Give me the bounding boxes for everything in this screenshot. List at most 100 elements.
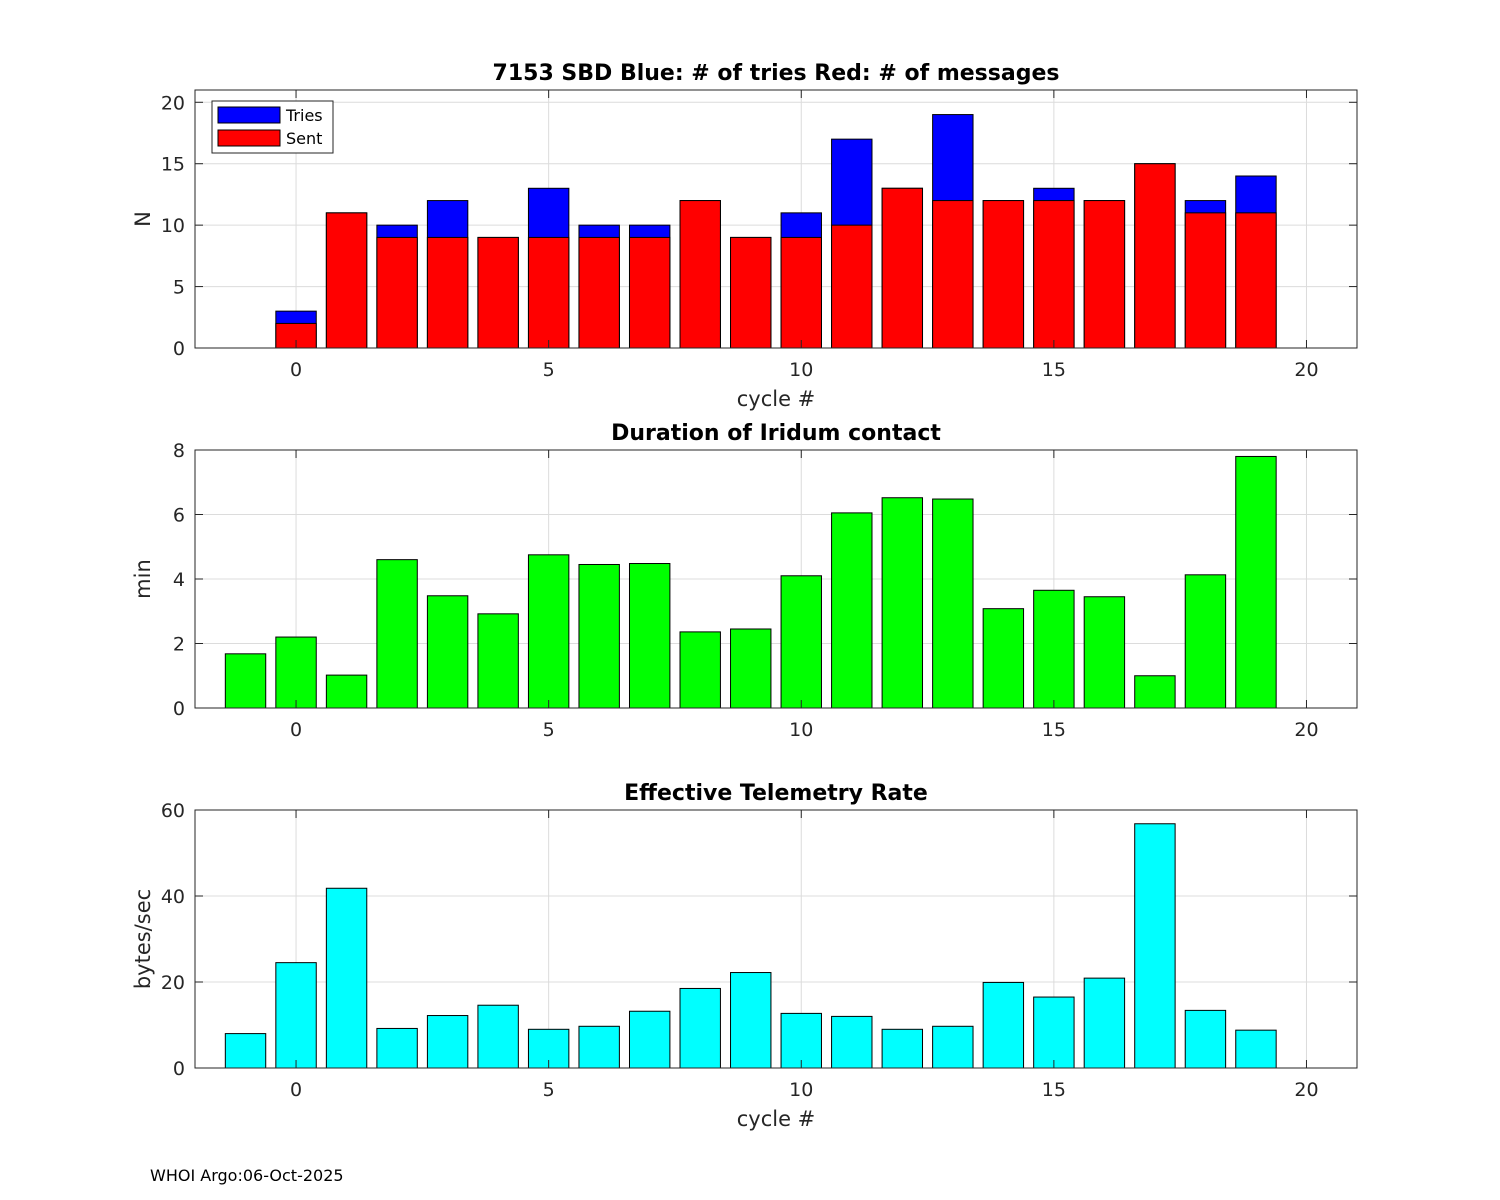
x-tick-label: 15: [1042, 1079, 1066, 1101]
bar-duration-cycle-4: [477, 613, 519, 709]
bar-duration-cycle-8: [679, 631, 721, 709]
bar-duration-cycle-19: [1235, 455, 1277, 709]
bar-duration-cycle-0: [275, 636, 317, 709]
bar-rate-cycle-11: [831, 1015, 873, 1069]
x-tick-label: 0: [290, 719, 302, 741]
bar-rate-cycle-6: [578, 1025, 620, 1069]
bar-rate-cycle-18: [1184, 1009, 1227, 1069]
bar-sent-cycle-18: [1184, 212, 1227, 349]
y-tick-label: 15: [161, 154, 185, 176]
bar-sent-cycle-15: [1033, 200, 1075, 349]
legend-label-sent: Sent: [286, 129, 322, 148]
y-tick-label: 10: [161, 215, 185, 237]
chart-title: Effective Telemetry Rate: [624, 781, 928, 806]
y-tick-label: 2: [173, 634, 185, 656]
x-tick-label: 15: [1042, 719, 1066, 741]
bar-duration-cycle-2: [376, 559, 418, 709]
iridium-duration-panel: 0 5 10 15 20 0 2 4 6 8 Duration of Iridum contact m…: [131, 421, 1358, 741]
axes-frame: [194, 809, 1358, 1069]
bar-sent-cycle-14: [982, 200, 1025, 349]
x-tick-label: 5: [543, 359, 555, 381]
bar-rate-cycle-15: [1033, 996, 1075, 1069]
x-tick-label: 10: [789, 719, 813, 741]
bar-rate-cycle-9: [730, 972, 772, 1069]
bar-sent-cycle-11: [831, 224, 873, 349]
bar-duration-cycle-15: [1033, 589, 1075, 709]
bar-sent-cycle-19: [1235, 212, 1277, 349]
y-tick-label: 20: [161, 972, 185, 994]
x-tick-label: 10: [789, 359, 813, 381]
x-axis-label: cycle #: [737, 387, 816, 411]
y-tick-label: 6: [173, 505, 185, 527]
y-tick-label: 40: [161, 886, 185, 908]
bar-rate-cycle-8: [679, 987, 721, 1069]
y-axis-label: N: [131, 211, 155, 227]
y-tick-label: 4: [173, 569, 185, 591]
bar-rate-cycle-13: [932, 1025, 974, 1069]
y-tick-label: 0: [173, 698, 185, 720]
y-tick-label: 0: [173, 338, 185, 360]
bar-sent-cycle-1: [325, 212, 368, 349]
bar-sent-cycle-10: [780, 236, 822, 349]
bar-rate-cycle-3: [426, 1015, 469, 1069]
bar-duration-cycle-12: [881, 497, 924, 709]
legend-label-tries: Tries: [285, 106, 323, 125]
bar-sent-cycle-9: [730, 236, 772, 349]
y-tick-label: 0: [173, 1058, 185, 1080]
plot-area: [195, 90, 1357, 348]
bar-duration-cycle-6: [578, 563, 620, 709]
legend-swatch-tries: [217, 106, 281, 124]
bar-sent-cycle-16: [1083, 200, 1126, 349]
y-tick-label: 60: [161, 800, 185, 822]
footer-stamp: WHOI Argo:06-Oct-2025: [150, 1166, 344, 1185]
x-tick-label: 15: [1042, 359, 1066, 381]
x-tick-label: 20: [1294, 1079, 1318, 1101]
bar-rate-cycle-16: [1083, 977, 1126, 1069]
bar-rate-cycle-2: [376, 1027, 418, 1069]
y-tick-label: 20: [161, 92, 185, 114]
bar-sent-cycle-13: [932, 200, 974, 349]
bar-sent-cycle-3: [426, 236, 469, 349]
y-axis-label: bytes/sec: [131, 889, 155, 989]
bar-duration-cycle-5: [527, 554, 570, 709]
bar-sent-cycle-2: [376, 236, 418, 349]
x-tick-label: 10: [789, 1079, 813, 1101]
y-tick-label: 5: [173, 277, 185, 299]
bar-rate-cycle-12: [881, 1028, 924, 1069]
bar-duration-cycle-10: [780, 575, 822, 709]
x-tick-label: 5: [543, 719, 555, 741]
bar-duration-cycle-18: [1184, 574, 1227, 709]
bar-duration-cycle-14: [982, 608, 1025, 709]
x-tick-label: 20: [1294, 719, 1318, 741]
bar-duration-cycle-9: [730, 628, 772, 709]
x-tick-label: 5: [543, 1079, 555, 1101]
y-tick-label: 8: [173, 440, 185, 462]
bar-rate-cycle-4: [477, 1004, 519, 1069]
bar-rate-cycle-14: [982, 981, 1025, 1069]
y-axis-label: min: [131, 559, 155, 599]
bar-sent-cycle-8: [679, 200, 721, 349]
bar-sent-cycle-12: [881, 187, 924, 349]
bar-duration-cycle-11: [831, 512, 873, 709]
bar-rate-cycle-1: [325, 887, 368, 1069]
chart-title: Duration of Iridum contact: [611, 421, 941, 446]
tries-messages-panel: 0 5 10 15 20 0 5 10 15 20 7153 SBD Blue: # of trie…: [131, 61, 1358, 411]
bar-duration-cycle--1: [224, 653, 267, 709]
bar-sent-cycle-7: [628, 236, 671, 349]
bar-duration-cycle-13: [932, 498, 974, 709]
bar-rate-cycle--1: [224, 1033, 267, 1069]
x-tick-label: 0: [290, 1079, 302, 1101]
bar-duration-cycle-16: [1083, 596, 1126, 709]
bar-rate-cycle-10: [780, 1012, 822, 1069]
bar-duration-cycle-1: [325, 674, 368, 709]
telemetry-rate-panel: 0 5 10 15 20 0 20 40 60 Effective Telemetry Rate c…: [131, 781, 1358, 1131]
x-tick-label: 20: [1294, 359, 1318, 381]
bar-duration-cycle-7: [628, 563, 671, 709]
bar-duration-cycle-3: [426, 595, 469, 709]
x-tick-label: 0: [290, 359, 302, 381]
bar-rate-cycle-17: [1134, 823, 1176, 1069]
bar-sent-cycle-5: [527, 236, 570, 349]
bar-sent-cycle-4: [477, 236, 519, 349]
bar-sent-cycle-17: [1134, 163, 1176, 349]
